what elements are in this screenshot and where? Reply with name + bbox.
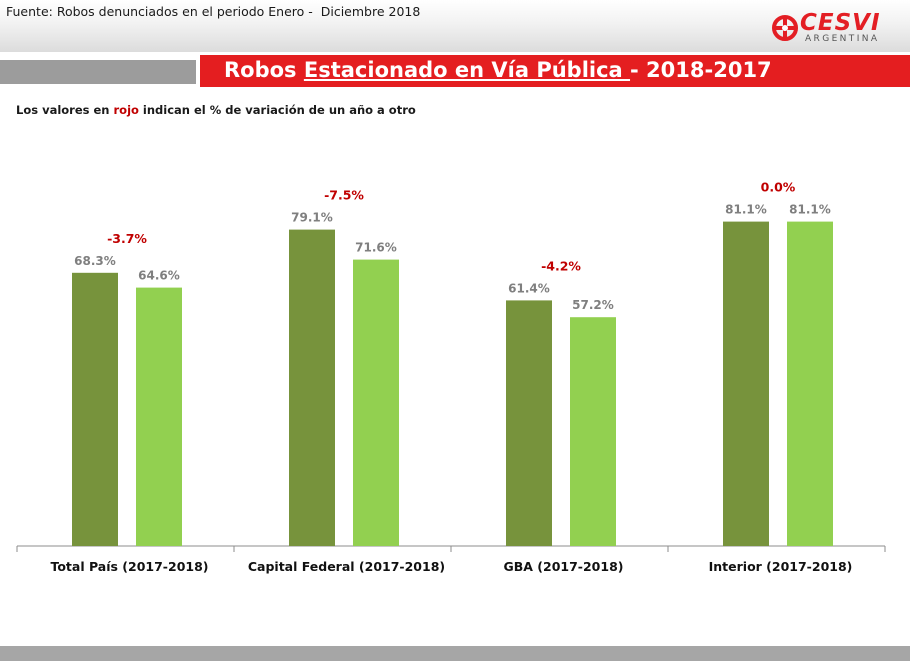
category-label: Capital Federal (2017-2018) — [248, 559, 445, 574]
legend-note-highlight: rojo — [113, 103, 139, 117]
bar-value-label: 61.4% — [508, 281, 550, 295]
bar-value-label: 79.1% — [291, 211, 333, 225]
legend-note-before: Los valores en — [16, 103, 114, 117]
category-label: Interior (2017-2018) — [709, 559, 853, 574]
variation-label: -3.7% — [107, 231, 147, 246]
source-note: Fuente: Robos denunciados en el periodo … — [6, 4, 421, 19]
bar-series-1 — [723, 221, 769, 546]
variation-label: -4.2% — [541, 258, 581, 273]
bar-value-label: 57.2% — [572, 298, 614, 312]
banner-red-strip — [200, 55, 910, 87]
banner-grey-strip — [0, 60, 196, 84]
footer-band — [0, 646, 910, 661]
title-part-3: - 2018-2017 — [630, 58, 772, 82]
bar-series-1 — [506, 300, 552, 546]
variation-label: 0.0% — [761, 180, 796, 195]
variation-label: -7.5% — [324, 188, 364, 203]
bar-series-2 — [136, 287, 182, 546]
bar-value-label: 71.6% — [355, 241, 397, 255]
bar-series-1 — [72, 272, 118, 546]
bar-series-1 — [289, 229, 335, 546]
page-title: Robos Estacionado en Vía Pública - 2018-… — [224, 58, 772, 82]
cesvi-logo-icon — [772, 15, 798, 41]
legend-note: Los valores en rojo indican el % de vari… — [16, 103, 416, 117]
logo-word: CESVI — [800, 10, 881, 36]
header-band — [0, 0, 910, 52]
bar-series-2 — [570, 317, 616, 546]
category-label: GBA (2017-2018) — [503, 559, 623, 574]
title-part-2: Estacionado en Vía Pública — [303, 58, 631, 82]
logo-subtext: ARGENTINA — [805, 34, 880, 44]
bar-series-2 — [787, 221, 833, 546]
category-label: Total País (2017-2018) — [50, 559, 208, 574]
bar-value-label: 64.6% — [138, 269, 180, 283]
bar-value-label: 81.1% — [789, 203, 831, 217]
bar-value-label: 68.3% — [74, 254, 116, 268]
cesvi-logo: CESVI ARGENTINA — [772, 10, 892, 46]
legend-note-after: indican el % de variación de un año a ot… — [138, 103, 416, 117]
title-part-1: Robos — [224, 58, 304, 82]
bar-value-label: 81.1% — [725, 203, 767, 217]
bar-series-2 — [353, 259, 399, 546]
